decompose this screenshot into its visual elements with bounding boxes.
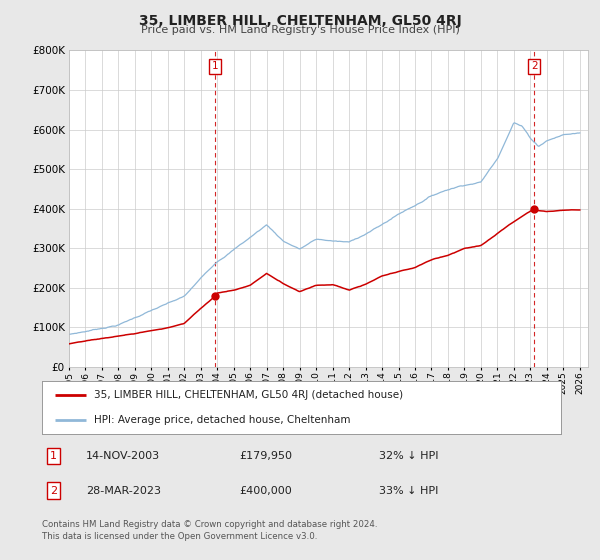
Text: 2: 2 [531, 61, 538, 71]
Text: 2: 2 [50, 486, 57, 496]
Text: Contains HM Land Registry data © Crown copyright and database right 2024.: Contains HM Land Registry data © Crown c… [42, 520, 377, 529]
Text: Price paid vs. HM Land Registry's House Price Index (HPI): Price paid vs. HM Land Registry's House … [140, 25, 460, 35]
Text: 35, LIMBER HILL, CHELTENHAM, GL50 4RJ: 35, LIMBER HILL, CHELTENHAM, GL50 4RJ [139, 14, 461, 28]
Text: 32% ↓ HPI: 32% ↓ HPI [379, 451, 439, 461]
Text: 28-MAR-2023: 28-MAR-2023 [86, 486, 161, 496]
Text: This data is licensed under the Open Government Licence v3.0.: This data is licensed under the Open Gov… [42, 532, 317, 541]
Text: 1: 1 [50, 451, 57, 461]
Text: 35, LIMBER HILL, CHELTENHAM, GL50 4RJ (detached house): 35, LIMBER HILL, CHELTENHAM, GL50 4RJ (d… [94, 390, 403, 400]
Text: 14-NOV-2003: 14-NOV-2003 [86, 451, 160, 461]
Text: £400,000: £400,000 [239, 486, 292, 496]
Text: 1: 1 [212, 61, 218, 71]
Text: 33% ↓ HPI: 33% ↓ HPI [379, 486, 439, 496]
Text: HPI: Average price, detached house, Cheltenham: HPI: Average price, detached house, Chel… [94, 414, 350, 424]
Text: £179,950: £179,950 [239, 451, 292, 461]
